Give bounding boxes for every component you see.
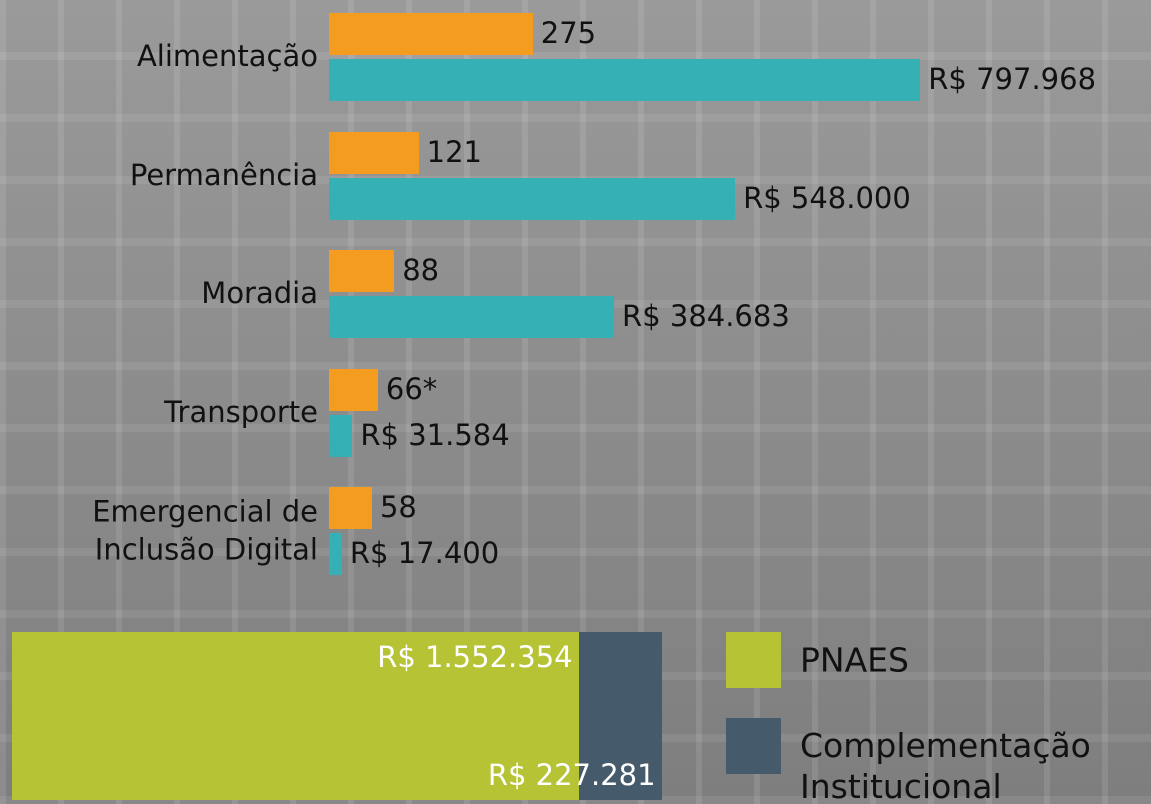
segment-label: R$ 227.281 bbox=[488, 757, 656, 795]
bar bbox=[329, 415, 352, 457]
value-label: R$ 548.000 bbox=[743, 180, 911, 218]
segment-label: R$ 1.552.354 bbox=[377, 639, 572, 677]
category-label: Emergencial de Inclusão Digital bbox=[92, 493, 318, 568]
bar bbox=[329, 178, 735, 220]
legend-label: Complementação Institucional bbox=[800, 725, 1091, 804]
bar bbox=[329, 369, 378, 411]
legend-label: PNAES bbox=[800, 639, 909, 680]
bar bbox=[329, 250, 394, 292]
bar bbox=[329, 59, 920, 101]
value-label: 58 bbox=[380, 489, 417, 527]
category-label: Permanência bbox=[130, 157, 318, 195]
bar bbox=[329, 132, 419, 174]
bar bbox=[329, 13, 533, 55]
legend-swatch bbox=[726, 718, 781, 774]
value-label: 66* bbox=[386, 371, 437, 409]
value-label: R$ 384.683 bbox=[622, 298, 790, 336]
infographic: Alimentação 275 R$ 797.968 Permanência 121 R$… bbox=[0, 0, 1151, 804]
value-label: R$ 17.400 bbox=[350, 535, 499, 573]
category-label: Moradia bbox=[201, 275, 318, 313]
value-label: 121 bbox=[427, 134, 482, 172]
bar bbox=[329, 487, 372, 529]
value-label: R$ 31.584 bbox=[360, 417, 509, 455]
value-label: R$ 797.968 bbox=[928, 61, 1096, 99]
bar bbox=[329, 296, 614, 338]
value-label: 275 bbox=[541, 15, 596, 53]
value-label: 88 bbox=[402, 252, 439, 290]
bar bbox=[329, 533, 342, 575]
legend-swatch bbox=[726, 632, 781, 688]
category-label: Transporte bbox=[164, 394, 318, 432]
category-label: Alimentação bbox=[137, 38, 318, 76]
